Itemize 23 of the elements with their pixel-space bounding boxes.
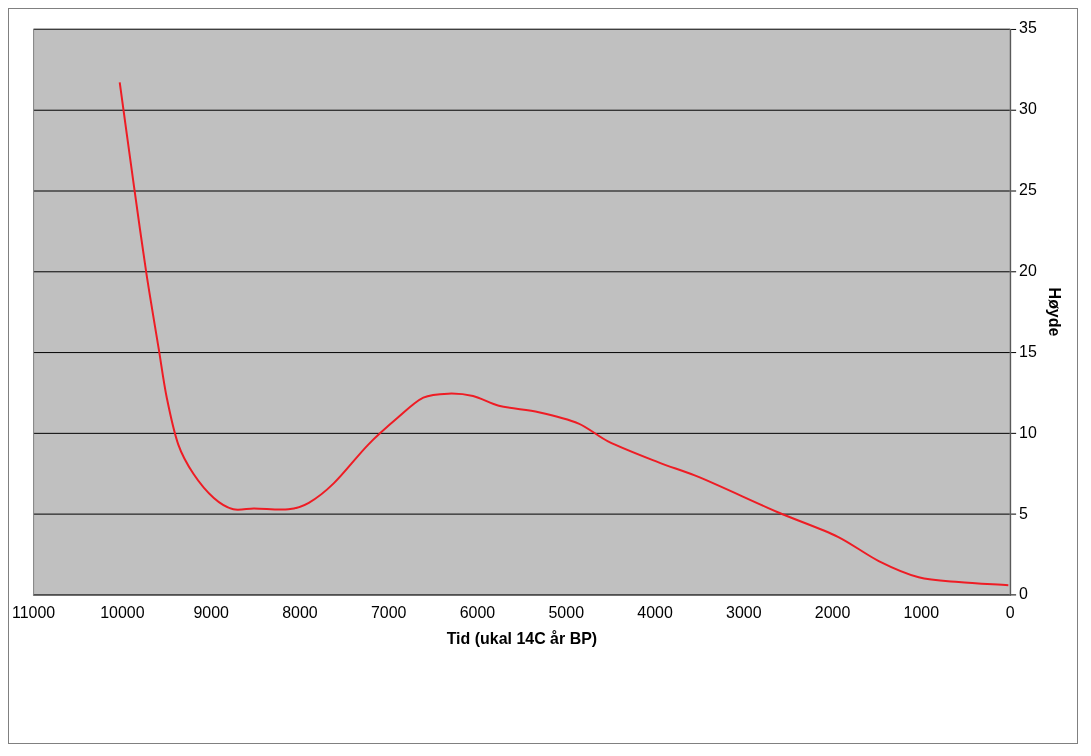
x-tick-label: 9000 xyxy=(193,603,230,621)
x-tick-label: 10000 xyxy=(100,603,145,621)
y-axis-title: Høyde xyxy=(1046,287,1064,337)
y-tick-label: 20 xyxy=(1019,261,1037,279)
y-tick-label: 0 xyxy=(1019,585,1029,603)
y-tick-label: 15 xyxy=(1019,342,1037,360)
y-tick-label: 10 xyxy=(1019,423,1037,441)
y-tick-label: 5 xyxy=(1019,504,1029,522)
x-tick-label: 4000 xyxy=(637,603,673,621)
x-tick-label: 11000 xyxy=(12,603,56,621)
y-tick-label: 25 xyxy=(1019,181,1037,199)
line-series xyxy=(118,81,1010,587)
x-tick-label: 3000 xyxy=(726,603,762,621)
x-tick-label: 5000 xyxy=(548,603,585,621)
x-tick-label: 1000 xyxy=(903,603,940,621)
x-tick-label: 6000 xyxy=(459,603,496,621)
x-tick-label: 7000 xyxy=(370,603,407,621)
x-tick-label: 0 xyxy=(1005,603,1015,621)
y-tick-label: 35 xyxy=(1019,19,1037,37)
x-axis-title: Tid (ukal 14C år BP) xyxy=(446,630,598,648)
x-tick-label: 2000 xyxy=(814,603,851,621)
x-tick-label: 8000 xyxy=(282,603,318,621)
y-tick-label: 30 xyxy=(1019,100,1037,118)
